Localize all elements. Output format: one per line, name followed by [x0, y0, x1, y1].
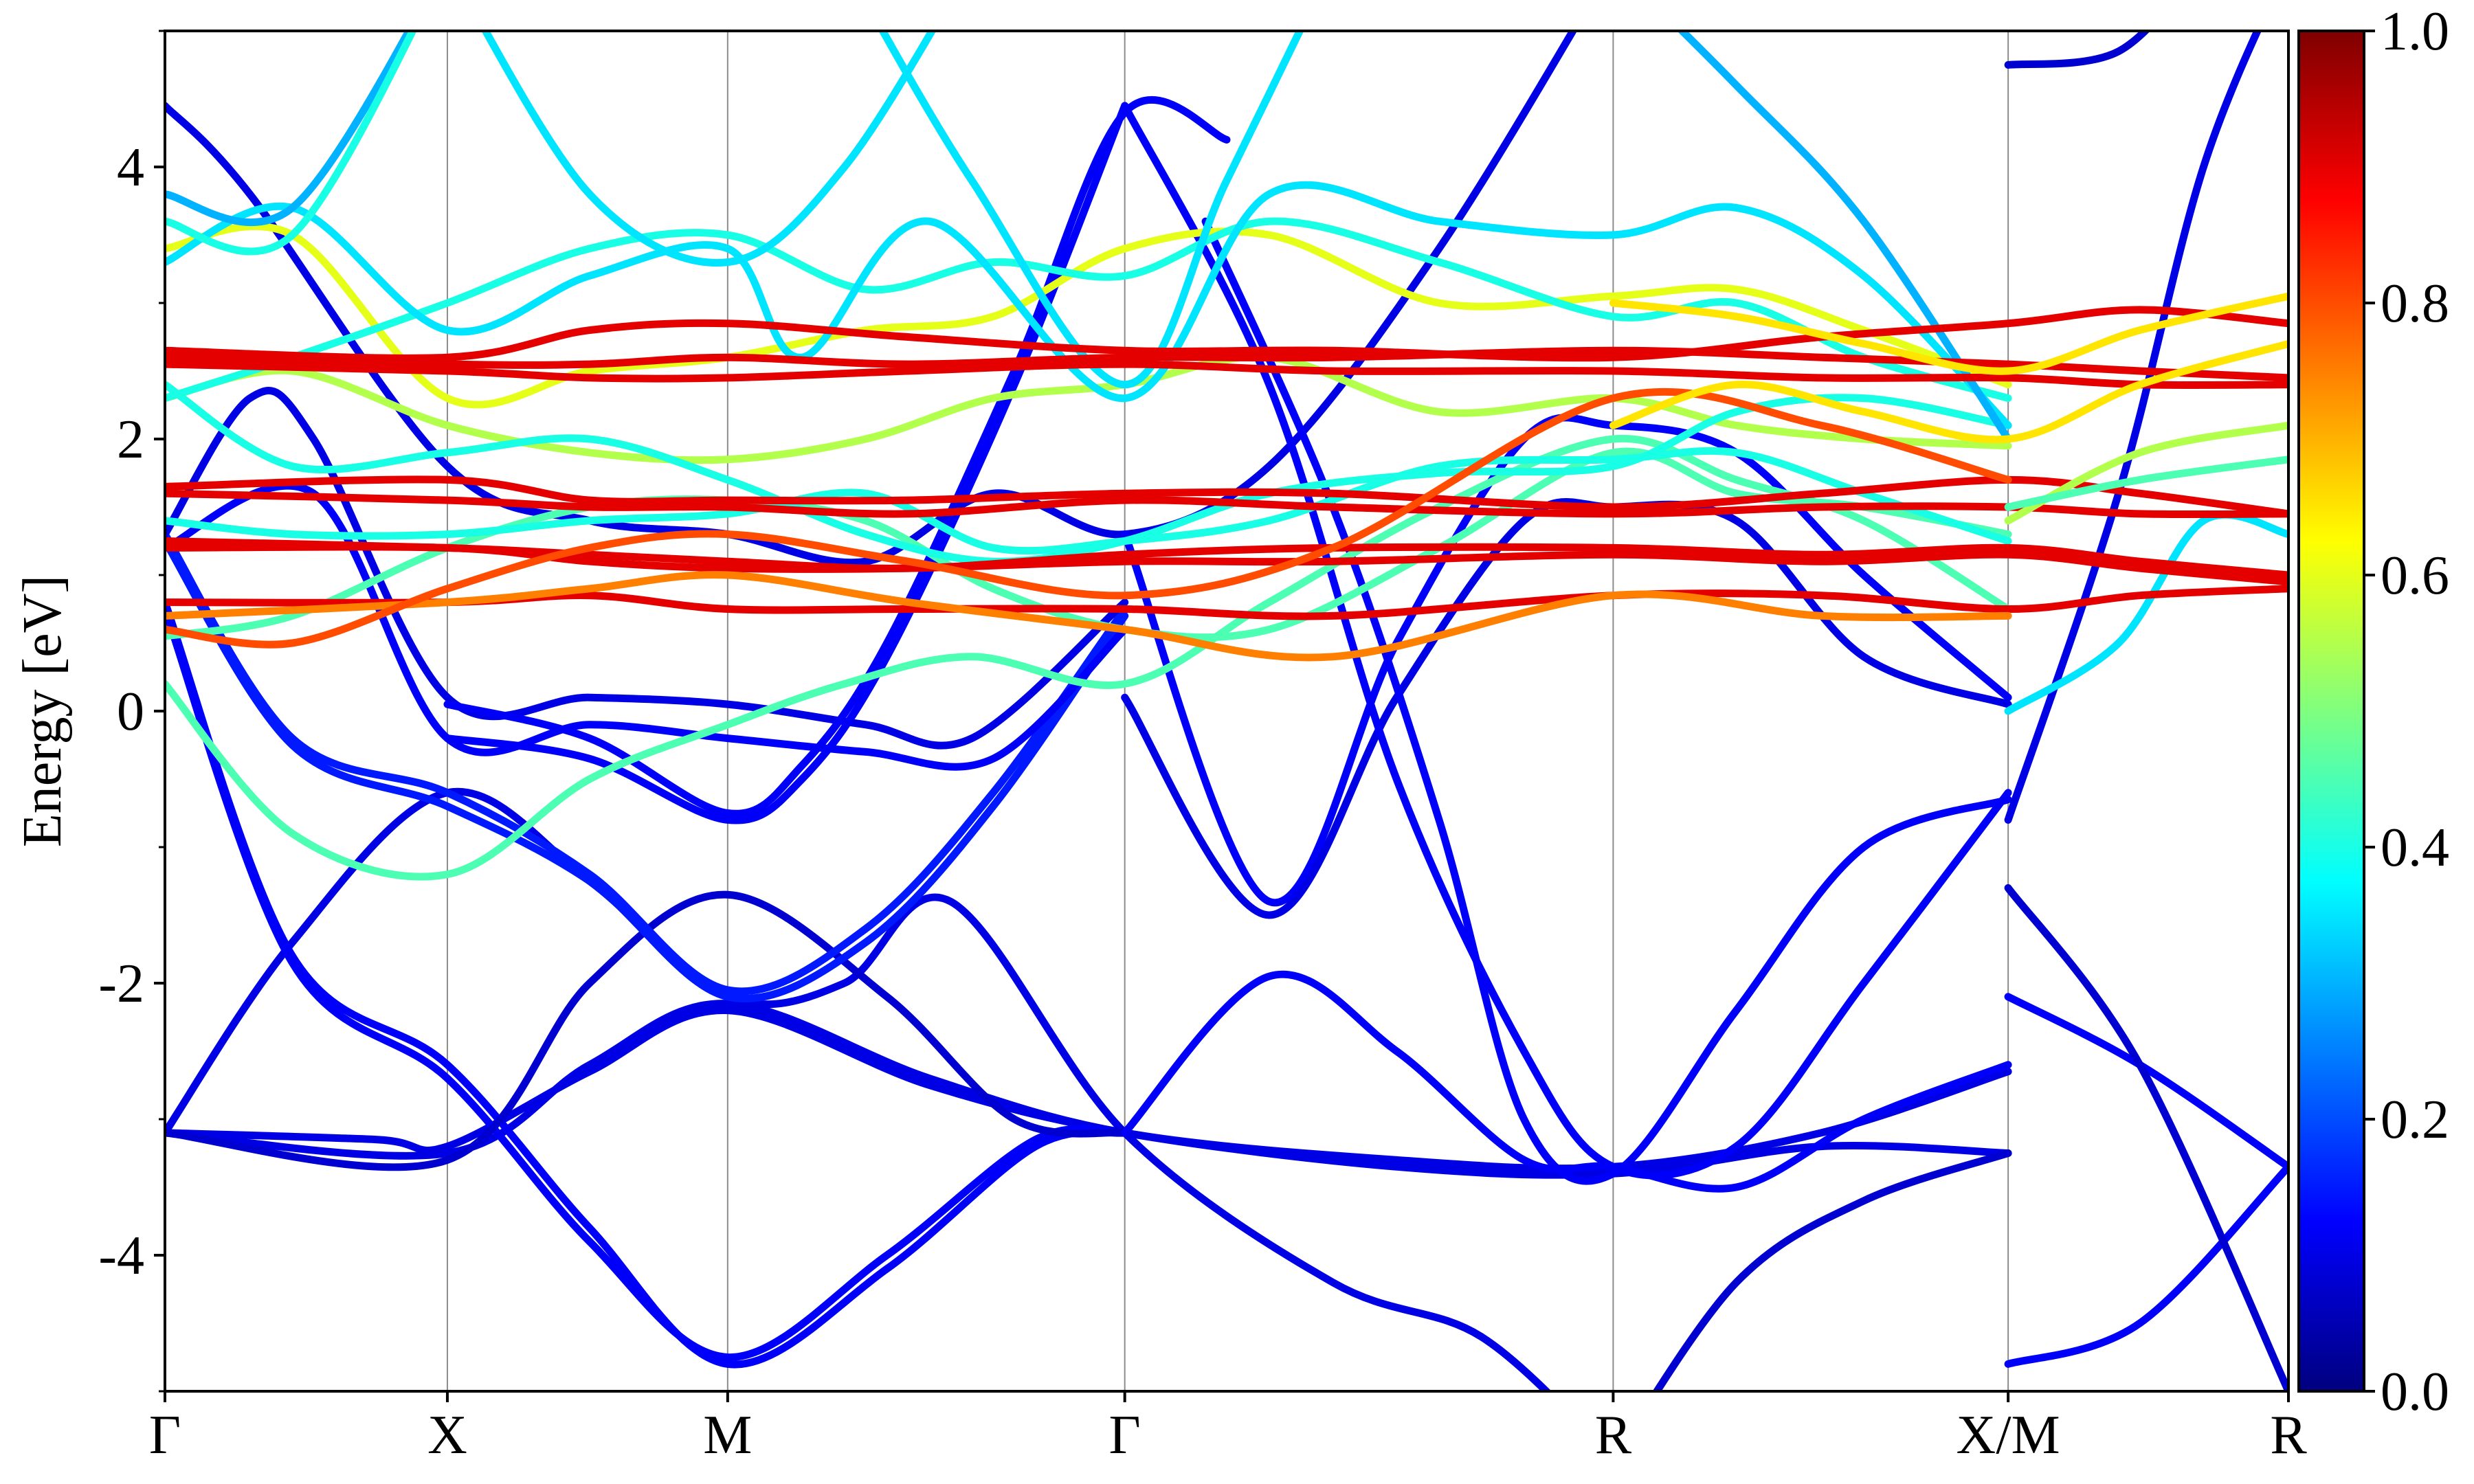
band-30: [165, 222, 2012, 409]
colorbar: 0.0 0.2 0.4 0.6 0.8 1.0: [2297, 1, 2449, 1422]
band-9: [165, 482, 1129, 771]
band-37: [165, 31, 417, 256]
y-axis-title: Energy [eV]: [12, 575, 73, 847]
band-23: [2004, 884, 2288, 1391]
colorbar-tick-label-2: 0.4: [2381, 818, 2449, 878]
band-21: [2004, 1162, 2288, 1368]
band-35: [878, 31, 1304, 389]
band-16: [1121, 102, 2012, 1180]
x-tick-label-1: X: [427, 1405, 467, 1465]
y-axis-ticks: 4 2 0 -2 -4: [98, 30, 165, 1393]
band-24: [2004, 510, 2288, 715]
band-1: [165, 1007, 2012, 1179]
band-18: [1652, 1149, 2012, 1391]
band-10: [443, 96, 1231, 818]
band-38: [165, 306, 2288, 362]
colorbar-tick-label-5: 1.0: [2381, 1, 2449, 62]
band-42: [165, 489, 2288, 519]
high-symmetry-gridlines: [446, 31, 2009, 1391]
y-tick-label-1: 2: [117, 409, 144, 470]
band-25: [165, 434, 2012, 881]
x-tick-label-3: Γ: [1109, 1405, 1141, 1465]
y-tick-label-4: -4: [98, 1226, 144, 1286]
x-tick-label-6: R: [2270, 1405, 2307, 1465]
band-6: [165, 530, 1129, 996]
band-12: [165, 31, 1578, 567]
y-tick-label-2: 0: [117, 682, 144, 742]
colorbar-tick-label-3: 0.6: [2381, 546, 2449, 606]
band-19: [2004, 31, 2151, 69]
x-tick-label-2: M: [703, 1405, 752, 1465]
x-tick-label-5: X/M: [1957, 1405, 2060, 1465]
colorbar-tick-label-1: 0.2: [2381, 1090, 2449, 1150]
band-32: [165, 181, 2012, 429]
y-tick-label-0: 4: [117, 137, 144, 198]
colorbar-tick-label-4: 0.8: [2381, 273, 2449, 334]
band-49: [1609, 339, 2288, 444]
x-tick-label-0: Γ: [149, 1405, 181, 1465]
band-33: [165, 31, 414, 226]
band-48: [1609, 292, 2288, 375]
band-34: [481, 31, 937, 267]
band-7: [165, 537, 1129, 1003]
band-45: [165, 585, 2288, 620]
colorbar-tick-label-0: 0.0: [2381, 1362, 2449, 1422]
band-4: [165, 605, 1129, 1362]
band-46: [165, 571, 2012, 662]
band-11: [443, 102, 1129, 824]
y-tick-label-3: -2: [98, 954, 144, 1014]
band-31: [165, 217, 2012, 403]
band-2: [165, 787, 1552, 1391]
band-14: [1121, 970, 2012, 1193]
colorbar-ticks: 0.0 0.2 0.4 0.6 0.8 1.0: [2364, 1, 2449, 1422]
band-5: [165, 890, 1129, 1171]
band-40: [165, 360, 2288, 390]
band-26: [165, 447, 2012, 642]
band-8: [165, 387, 1129, 750]
band-lines: [165, 31, 2288, 1391]
band-36: [1677, 31, 2012, 443]
x-tick-label-4: R: [1595, 1405, 1632, 1465]
band-15: [1121, 497, 2012, 919]
band-51: [2004, 456, 2288, 511]
band-27: [165, 447, 2012, 555]
x-axis-ticks: Γ X M Γ R X/M R: [149, 1391, 2307, 1465]
colorbar-gradient: [2297, 30, 2365, 1393]
band-39: [165, 346, 2288, 382]
